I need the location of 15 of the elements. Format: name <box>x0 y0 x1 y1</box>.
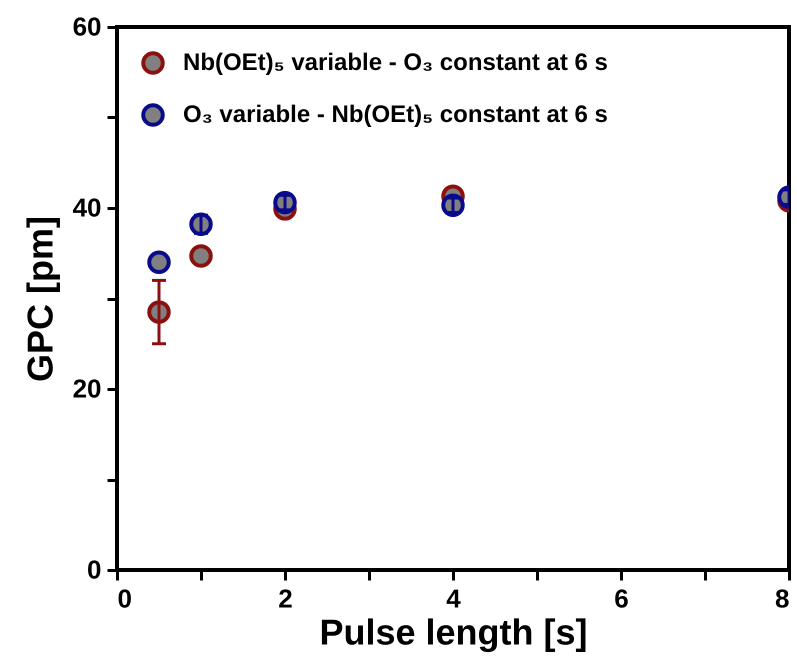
point <box>147 250 171 274</box>
x-tick-label: 8 <box>775 584 790 614</box>
x-tick-label: 6 <box>614 584 629 614</box>
x-tick-label: 4 <box>446 584 462 614</box>
y-tick-label: 60 <box>72 12 102 42</box>
x-tick-label: 2 <box>278 584 293 614</box>
y-tick-label: 0 <box>87 554 102 584</box>
legend-label: O₃ variable - Nb(OEt)₅ constant at 6 s <box>183 101 608 128</box>
y-axis-title: GPC [pm] <box>20 216 61 382</box>
point <box>189 244 213 268</box>
y-tick-label: 20 <box>72 374 102 404</box>
x-tick-label: 0 <box>118 584 132 614</box>
legend-label: Nb(OEt)₅ variable - O₃ constant at 6 s <box>183 49 608 76</box>
y-tick-label: 40 <box>72 192 102 222</box>
x-axis-title: Pulse length [s] <box>319 612 588 652</box>
